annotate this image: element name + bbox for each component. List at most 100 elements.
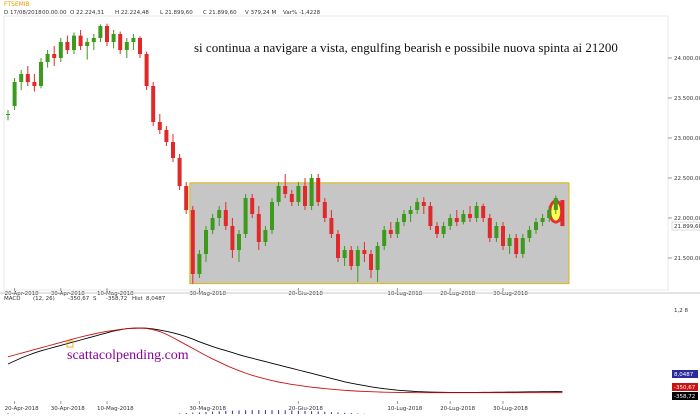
macd-legend-sig-label: S bbox=[93, 296, 97, 302]
macd-value-label: -358,72 bbox=[674, 394, 695, 400]
candle-body bbox=[197, 254, 202, 274]
candle bbox=[454, 210, 459, 226]
candle bbox=[85, 38, 90, 60]
candle-body bbox=[204, 230, 208, 254]
candle-body bbox=[131, 38, 136, 42]
candle bbox=[553, 195, 558, 214]
candle-body bbox=[441, 226, 446, 234]
candle bbox=[223, 202, 228, 230]
candle bbox=[204, 226, 208, 262]
candle bbox=[243, 194, 248, 238]
candle-body bbox=[540, 218, 545, 222]
candle-body bbox=[151, 86, 156, 122]
candle-body bbox=[157, 122, 162, 130]
candle-body bbox=[98, 26, 103, 38]
candle bbox=[72, 32, 76, 54]
candle-body bbox=[468, 214, 472, 218]
candle bbox=[421, 197, 426, 214]
candle bbox=[65, 35, 70, 54]
candle-body bbox=[402, 214, 406, 222]
candle bbox=[283, 174, 288, 198]
price-x-tick-label: 30-Apr-2018 bbox=[51, 291, 86, 297]
candle bbox=[256, 206, 261, 250]
candle bbox=[19, 70, 24, 90]
candle bbox=[39, 58, 43, 89]
macd-x-tick-label: 20-Giu-2018 bbox=[288, 406, 323, 412]
candle-body bbox=[250, 198, 255, 214]
candle bbox=[441, 222, 446, 238]
price-panel-frame bbox=[3, 15, 669, 291]
candle bbox=[487, 214, 492, 242]
macd-legend-signal: -358,72 bbox=[106, 296, 127, 302]
price-y-axis: 24.000,00 23.500,00 23.000,00 22.500,00 22.0… bbox=[668, 56, 700, 262]
candle-body bbox=[553, 198, 558, 210]
candle bbox=[369, 250, 373, 278]
candle bbox=[428, 202, 433, 230]
candle-body bbox=[72, 35, 76, 50]
candle-body bbox=[6, 114, 10, 115]
candle-body bbox=[454, 218, 459, 222]
price-x-tick-label: 30-Mag-2018 bbox=[189, 291, 226, 297]
candle-body bbox=[39, 62, 43, 86]
candle-body bbox=[19, 74, 24, 82]
candle bbox=[468, 206, 472, 222]
candle-body bbox=[355, 250, 360, 266]
candle-body bbox=[283, 186, 288, 194]
candle-body bbox=[534, 222, 538, 230]
macd-value-label: -350,67 bbox=[674, 385, 696, 391]
macd-value-badge bbox=[672, 392, 698, 400]
candle bbox=[171, 134, 175, 162]
candle bbox=[336, 230, 340, 262]
candle-body bbox=[105, 26, 109, 42]
macd-legend-hist-label: Hist bbox=[132, 296, 144, 302]
candle-body bbox=[243, 198, 248, 234]
candle bbox=[12, 78, 17, 110]
candle bbox=[362, 242, 367, 262]
candle-body bbox=[256, 214, 261, 242]
watermark-box-icon bbox=[66, 340, 74, 348]
candle bbox=[58, 38, 63, 62]
candle bbox=[230, 218, 235, 258]
candle bbox=[98, 24, 103, 42]
candle bbox=[375, 242, 380, 282]
macd-histogram bbox=[7, 410, 563, 419]
macd-legend-hist: 8,0487 bbox=[146, 296, 166, 302]
candle bbox=[164, 126, 169, 146]
candle-body bbox=[118, 34, 123, 50]
price-y-tick-label: 23.000,00 bbox=[674, 136, 700, 142]
candle-body bbox=[329, 218, 334, 234]
candle bbox=[6, 110, 10, 121]
signal-line bbox=[7, 327, 563, 394]
candle bbox=[514, 234, 519, 258]
candle-body bbox=[316, 178, 321, 202]
candle bbox=[184, 182, 189, 214]
ohlc-high: H 22.224,48 bbox=[115, 10, 149, 16]
candle-body bbox=[45, 54, 50, 62]
candle-body bbox=[25, 74, 30, 82]
candle bbox=[415, 198, 420, 214]
candle-body bbox=[501, 226, 505, 246]
candle-body bbox=[408, 210, 413, 214]
candle bbox=[560, 200, 565, 227]
candle bbox=[111, 30, 116, 49]
candle-body bbox=[270, 202, 274, 230]
ohlc-open: O 22.224,31 bbox=[70, 10, 104, 16]
candle bbox=[355, 246, 360, 282]
candle bbox=[322, 198, 327, 222]
candle-body bbox=[362, 250, 367, 254]
candle bbox=[296, 182, 301, 206]
candle bbox=[303, 178, 307, 210]
ohlc-low: L 21.899,60 bbox=[160, 10, 193, 16]
candle bbox=[316, 174, 321, 206]
candle-body bbox=[421, 202, 426, 206]
candle bbox=[474, 202, 479, 222]
price-x-tick-label: 20-Apr-2018 bbox=[5, 291, 40, 297]
macd-x-tick-label: 20-Lug-2018 bbox=[440, 406, 475, 412]
candle bbox=[237, 230, 241, 262]
price-x-tick-label: 10-Mag-2018 bbox=[97, 291, 134, 297]
candle bbox=[395, 218, 400, 238]
candle bbox=[507, 234, 512, 254]
candle bbox=[52, 46, 57, 66]
candle-body bbox=[309, 178, 314, 206]
